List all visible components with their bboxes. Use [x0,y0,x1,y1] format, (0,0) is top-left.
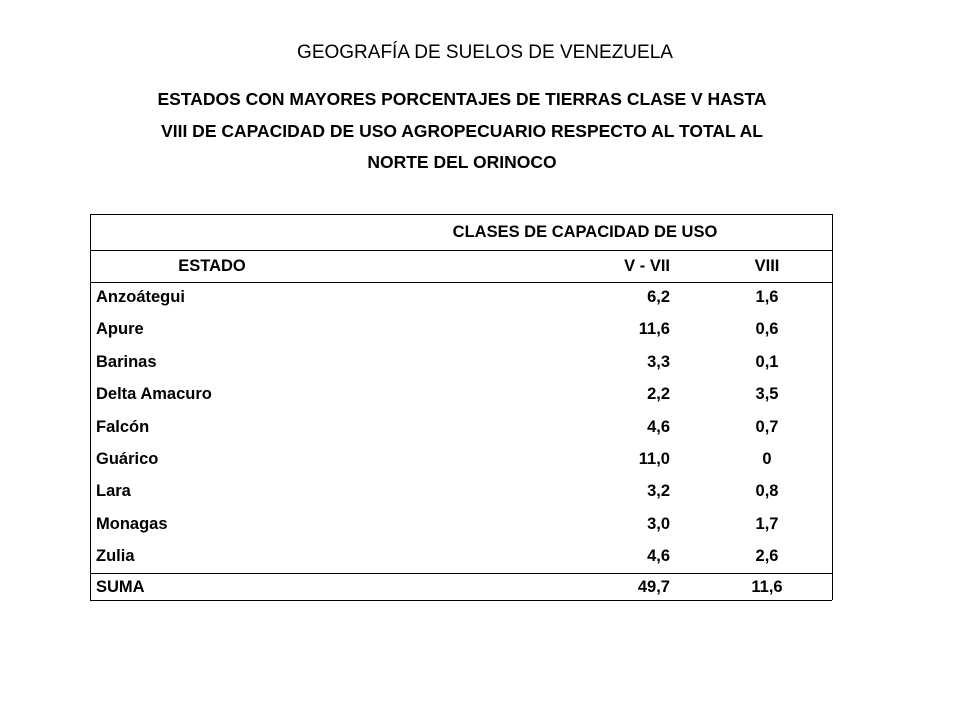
table-border [90,282,832,283]
row-value: 0,8 [755,482,779,501]
table-border [832,214,833,600]
row-value: 3,3 [647,352,670,371]
column-header: V - VII [624,257,670,275]
row-label: Barinas [96,352,157,371]
total-value: 11,6 [751,578,783,596]
total-value: 49,7 [637,578,670,596]
table-border [90,214,91,600]
row-label: Falcón [96,417,150,436]
subtitle-line: NORTE DEL ORINOCO [367,152,557,172]
table-border [90,600,832,601]
row-value: 1,7 [755,514,779,533]
row-value: 4,6 [647,417,670,436]
row-value: 0,7 [755,417,779,436]
group-header: CLASES DE CAPACIDAD DE USO [452,223,718,241]
row-label: Zulia [96,547,135,566]
column-header: VIII [754,257,780,275]
table-border [90,573,832,574]
row-value: 2,2 [647,385,670,404]
row-value: 11,6 [638,320,670,339]
subtitle-line: VIII DE CAPACIDAD DE USO AGROPECUARIO RE… [161,121,763,141]
row-value: 3,2 [647,482,670,501]
total-label: SUMA [96,578,145,596]
row-value: 0,1 [755,352,779,371]
row-value: 4,6 [647,547,670,566]
row-label: Anzoátegui [96,288,185,306]
table-border [90,214,832,215]
row-value: 1,6 [755,288,779,306]
row-label: Lara [96,482,131,501]
row-value: 11,0 [638,450,670,468]
row-value: 2,6 [755,547,779,566]
row-label: Apure [96,320,144,339]
row-label: Guárico [96,450,159,468]
row-value: 6,2 [647,288,670,306]
row-value: 3,0 [647,514,670,533]
subtitle-line: ESTADOS CON MAYORES PORCENTAJES DE TIERR… [157,89,767,109]
table-border [90,250,832,251]
column-header: ESTADO [178,257,246,275]
row-label: Monagas [96,514,168,533]
row-label: Delta Amacuro [96,385,212,404]
row-value: 0,6 [755,320,779,339]
row-value: 0 [762,450,772,468]
row-value: 3,5 [755,385,779,404]
page-title: GEOGRAFÍA DE SUELOS DE VENEZUELA [297,42,673,63]
